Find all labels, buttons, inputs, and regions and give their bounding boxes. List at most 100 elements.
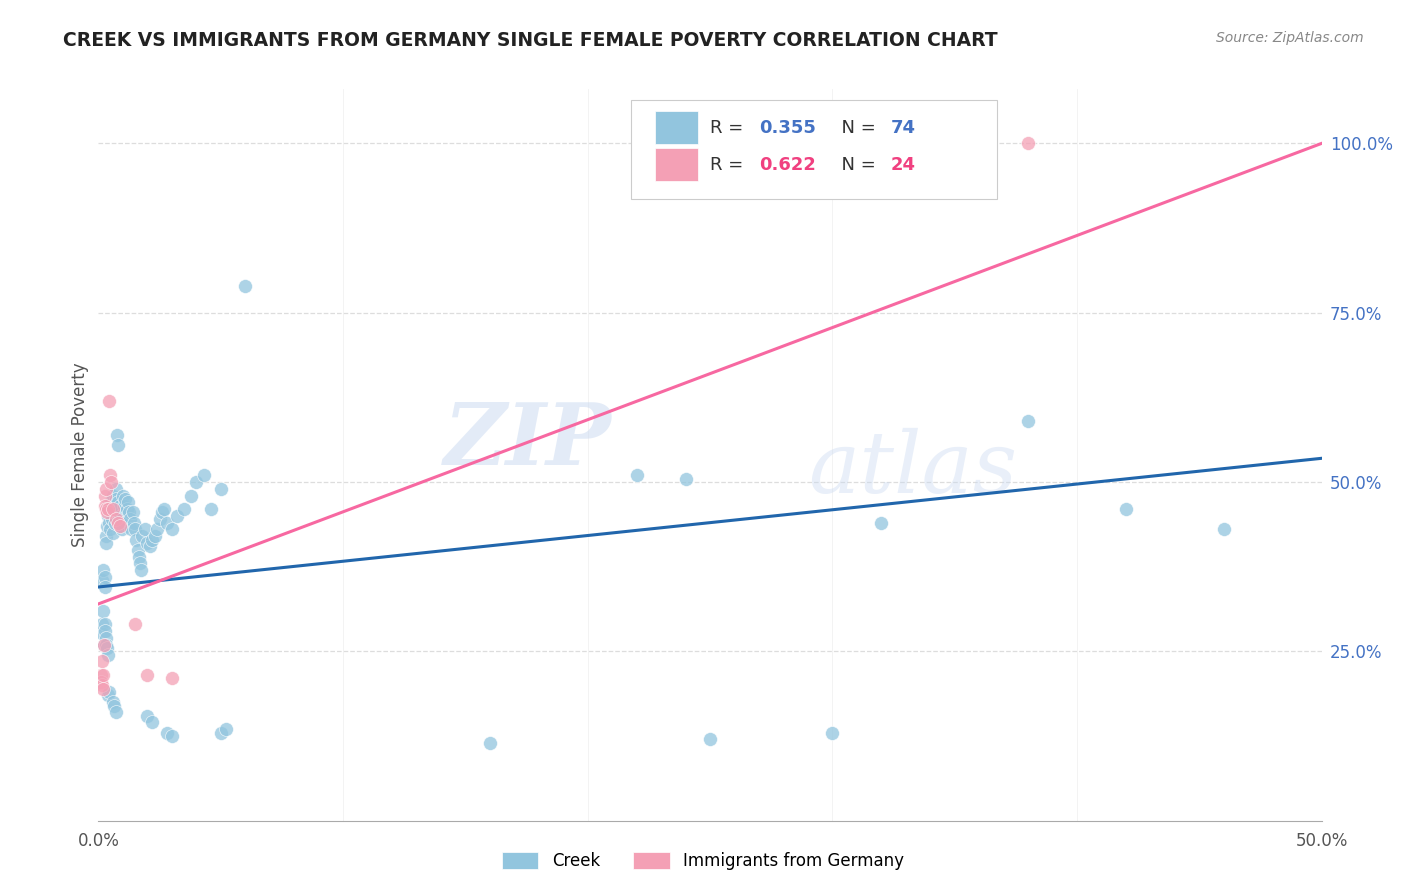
Point xyxy=(105,491,128,506)
Point xyxy=(100,475,122,489)
Point xyxy=(101,502,124,516)
Point xyxy=(108,519,131,533)
Point xyxy=(1017,136,1039,151)
Point xyxy=(93,638,115,652)
Point xyxy=(125,533,148,547)
Point xyxy=(186,475,208,489)
Point xyxy=(107,495,129,509)
Point xyxy=(124,617,146,632)
Point xyxy=(821,725,844,739)
Point xyxy=(107,516,129,530)
Point xyxy=(91,627,114,641)
Point xyxy=(96,506,118,520)
Point xyxy=(97,516,120,530)
Point xyxy=(110,499,132,513)
Point xyxy=(146,523,169,537)
Text: Source: ZipAtlas.com: Source: ZipAtlas.com xyxy=(1216,31,1364,45)
Point xyxy=(153,502,176,516)
Point xyxy=(478,736,501,750)
Point xyxy=(91,573,114,587)
Text: 24: 24 xyxy=(891,155,917,174)
Point xyxy=(98,523,121,537)
Point xyxy=(97,648,120,662)
Point xyxy=(110,508,132,523)
Point xyxy=(91,617,114,632)
Point xyxy=(1017,414,1039,428)
Point xyxy=(96,502,118,516)
Point xyxy=(91,655,114,669)
Point xyxy=(94,624,117,638)
Legend: Creek, Immigrants from Germany: Creek, Immigrants from Germany xyxy=(495,845,911,877)
Point xyxy=(103,506,125,520)
Point xyxy=(121,506,143,520)
Text: 0.622: 0.622 xyxy=(759,155,815,174)
Point xyxy=(103,698,125,713)
Point xyxy=(136,536,159,550)
Point xyxy=(122,516,145,530)
Point xyxy=(149,512,172,526)
Point xyxy=(180,489,202,503)
Point xyxy=(136,668,159,682)
Point xyxy=(93,570,115,584)
Point xyxy=(111,523,134,537)
Point xyxy=(120,523,142,537)
Point xyxy=(98,393,121,408)
Text: ZIP: ZIP xyxy=(444,399,612,482)
Point xyxy=(150,506,173,520)
Point xyxy=(101,695,124,709)
Point xyxy=(134,523,156,537)
Point xyxy=(870,516,893,530)
Point xyxy=(101,525,124,540)
Point xyxy=(699,732,721,747)
Point xyxy=(98,468,121,483)
Point xyxy=(91,604,114,618)
Point xyxy=(107,438,129,452)
Point xyxy=(100,495,122,509)
Point xyxy=(94,580,117,594)
Point xyxy=(136,708,159,723)
Point xyxy=(104,512,127,526)
Point xyxy=(160,672,183,686)
Point xyxy=(139,539,162,553)
Point xyxy=(214,723,236,737)
Point xyxy=(129,563,152,577)
Point xyxy=(127,542,149,557)
Text: 0.355: 0.355 xyxy=(759,119,815,137)
Point xyxy=(1115,502,1137,516)
Point xyxy=(104,516,127,530)
Point xyxy=(94,499,117,513)
Point xyxy=(117,495,139,509)
Point xyxy=(675,472,697,486)
Point xyxy=(128,549,150,564)
Point xyxy=(94,482,117,496)
Point xyxy=(97,499,120,513)
Point xyxy=(100,502,122,516)
Point xyxy=(129,556,152,570)
Point xyxy=(111,516,134,530)
Point xyxy=(91,563,114,577)
Point xyxy=(160,729,183,743)
Point xyxy=(96,638,118,652)
Point xyxy=(141,715,163,730)
Text: R =: R = xyxy=(710,119,749,137)
Point xyxy=(156,725,179,739)
Point xyxy=(120,512,142,526)
Point xyxy=(98,506,121,520)
Point xyxy=(94,529,117,543)
Point xyxy=(96,640,118,655)
Text: R =: R = xyxy=(710,155,749,174)
Point xyxy=(96,519,118,533)
Point xyxy=(112,499,135,513)
Point xyxy=(104,706,127,720)
Point xyxy=(97,502,120,516)
Text: N =: N = xyxy=(830,119,882,137)
Point xyxy=(98,685,121,699)
Point xyxy=(105,427,128,442)
Text: atlas: atlas xyxy=(808,428,1017,511)
Point xyxy=(124,523,146,537)
Point xyxy=(143,529,166,543)
Text: N =: N = xyxy=(830,155,882,174)
Point xyxy=(200,502,222,516)
Point xyxy=(209,725,232,739)
Point xyxy=(193,468,215,483)
